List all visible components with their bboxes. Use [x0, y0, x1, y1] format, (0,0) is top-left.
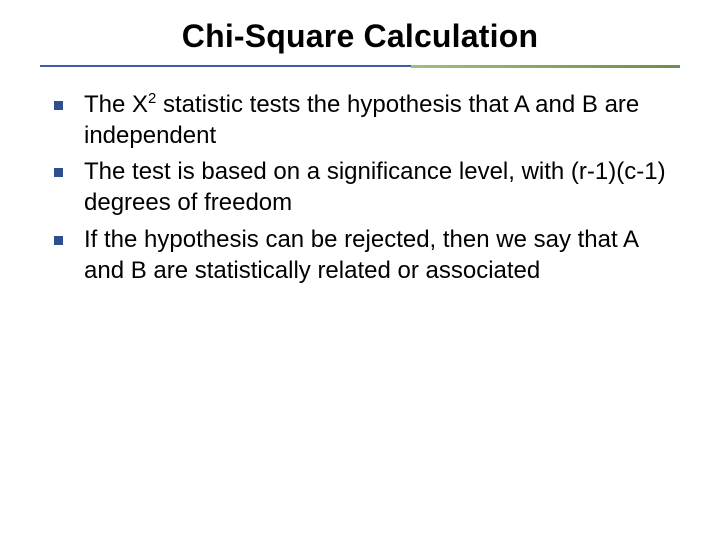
underline-accent	[411, 65, 680, 68]
list-item: The test is based on a significance leve…	[40, 157, 680, 218]
slide-title: Chi-Square Calculation	[40, 18, 680, 55]
list-item: The Χ2 statistic tests the hypothesis th…	[40, 90, 680, 151]
slide: Chi-Square Calculation The Χ2 statistic …	[0, 0, 720, 540]
content-region: The Χ2 statistic tests the hypothesis th…	[0, 68, 720, 286]
bullet-text-pre: If the hypothesis can be rejected, then …	[84, 226, 638, 284]
bullet-list: The Χ2 statistic tests the hypothesis th…	[40, 90, 680, 286]
bullet-text-pre: The Χ	[84, 91, 148, 118]
title-region: Chi-Square Calculation	[0, 0, 720, 55]
bullet-text-post: statistic tests the hypothesis that A an…	[84, 91, 639, 149]
list-item: If the hypothesis can be rejected, then …	[40, 225, 680, 286]
title-underline	[40, 65, 680, 68]
bullet-text-pre: The test is based on a significance leve…	[84, 158, 666, 216]
